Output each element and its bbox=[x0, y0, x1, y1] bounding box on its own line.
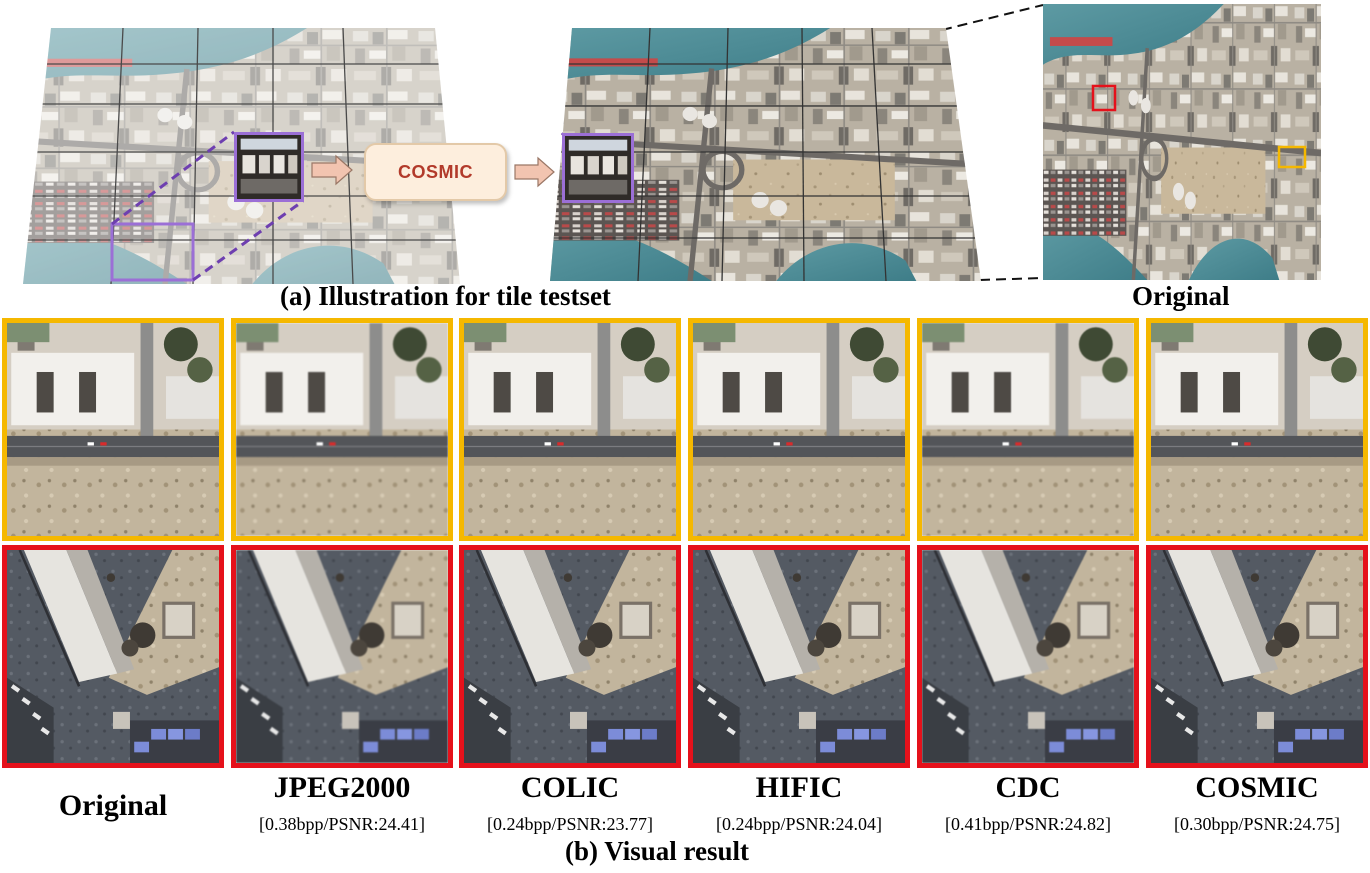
crop-yellow-cdc bbox=[917, 318, 1139, 541]
zoom-inset-input bbox=[234, 132, 304, 202]
crop-red-hific bbox=[688, 545, 910, 768]
crop-red-jpeg2000 bbox=[231, 545, 453, 768]
crop-yellow-cosmic bbox=[1146, 318, 1368, 541]
method-metric-jpeg2000: [0.38bpp/PSNR:24.41] bbox=[258, 814, 426, 834]
crop-yellow-hific bbox=[688, 318, 910, 541]
method-name-hific: HIFIC bbox=[755, 771, 843, 804]
original-full-image bbox=[1043, 4, 1321, 280]
method-name-cosmic: COSMIC bbox=[1195, 771, 1319, 804]
crop-red-colic bbox=[459, 545, 681, 768]
method-name-cdc: CDC bbox=[995, 771, 1061, 804]
caption-a: (a) Illustration for tile testset bbox=[280, 281, 611, 311]
method-name-colic: COLIC bbox=[520, 771, 620, 804]
cosmic-model-box: COSMIC bbox=[364, 143, 507, 201]
crop-red-cdc bbox=[917, 545, 1139, 768]
crop-yellow-colic bbox=[459, 318, 681, 541]
caption-original: Original bbox=[1132, 281, 1230, 311]
method-metric-cosmic: [0.30bpp/PSNR:24.75] bbox=[1173, 814, 1341, 834]
crop-yellow-jpeg2000 bbox=[231, 318, 453, 541]
method-metric-cdc: [0.41bpp/PSNR:24.82] bbox=[944, 814, 1112, 834]
method-name-jpeg2000: JPEG2000 bbox=[273, 771, 411, 804]
crop-red-original bbox=[2, 545, 224, 768]
method-metric-hific: [0.24bpp/PSNR:24.04] bbox=[715, 814, 883, 834]
caption-b: (b) Visual result bbox=[565, 836, 750, 866]
crop-red-cosmic bbox=[1146, 545, 1368, 768]
crop-yellow-original bbox=[2, 318, 224, 541]
method-name-original: Original bbox=[58, 789, 168, 822]
method-metric-colic: [0.24bpp/PSNR:23.77] bbox=[486, 814, 654, 834]
zoom-inset-output bbox=[562, 133, 634, 203]
